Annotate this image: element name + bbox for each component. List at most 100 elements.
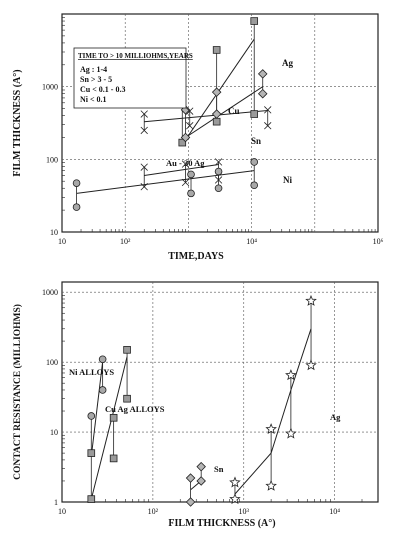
legend-box: TIME TO > 10 MILLIOHMS,YEARS Ag : 1-4 Sn… (73, 47, 193, 109)
point-ag (178, 138, 187, 147)
series-label-cu-ag-alloys-text: Cu Ag ALLOYS (105, 404, 165, 414)
point-ni (72, 179, 81, 187)
x-tick-label: 10⁴ (329, 507, 340, 516)
point-au-30-ag (214, 158, 223, 166)
point-ag (212, 117, 221, 126)
point-ni-alloys (98, 355, 107, 364)
point-ni (250, 158, 259, 166)
fit-line-cu (185, 86, 263, 138)
fit-line-ni-alloys (90, 362, 104, 457)
x-tick-label: 10² (120, 237, 131, 246)
point-ni (214, 184, 223, 193)
point-ag (229, 493, 241, 505)
point-cu-ag-alloys (87, 495, 96, 503)
y-axis-title: FILM THICKNESS (A°) (12, 69, 23, 176)
point-ag (285, 369, 297, 381)
legend-line-ag: Ag : 1-4 (80, 65, 107, 74)
point-ag (250, 110, 259, 118)
series-label-cu-ag-alloys: Cu Ag ALLOYS (105, 404, 165, 414)
point-sn (185, 497, 196, 507)
fit-line-cu-ag-alloys (90, 356, 128, 500)
x-axis-title: FILM THICKNESS (A°) (168, 518, 275, 529)
point-ag (265, 479, 277, 491)
fit-line-au-30-ag (144, 164, 219, 176)
point-ag (212, 46, 221, 54)
y-tick-label: 10 (50, 228, 58, 237)
y-tick-label: 100 (46, 155, 58, 164)
point-cu-ag-alloys (109, 454, 118, 463)
fit-lines (90, 328, 312, 500)
series-label-sn: Sn (251, 136, 261, 146)
x-axis-title: TIME,DAYS (168, 251, 224, 262)
plot-frame (61, 281, 379, 503)
point-ag (265, 423, 277, 435)
x-tick-label: 10 (58, 237, 66, 246)
y-tick-label: 10 (50, 428, 58, 437)
y-tick-label: 100 (46, 358, 58, 367)
point-sn (196, 476, 206, 486)
legend-line-sn: Sn > 3 - 5 (80, 75, 112, 84)
point-ag (285, 427, 297, 439)
point-au-30-ag (181, 178, 190, 187)
point-ni (187, 189, 195, 198)
x-tick-label: 10² (148, 507, 159, 516)
point-ni (187, 170, 195, 179)
x-tick-label: 10⁴ (246, 237, 257, 246)
point-sn (186, 107, 194, 115)
point-cu-ag-alloys (123, 394, 131, 403)
series-label-ni: Ni (283, 175, 292, 185)
point-cu (180, 132, 191, 143)
point-au-30-ag (181, 160, 190, 168)
point-sn (196, 461, 206, 472)
point-cu-ag-alloys (123, 346, 131, 354)
point-sn (186, 122, 194, 130)
point-ag (250, 17, 259, 25)
point-sn (140, 126, 148, 135)
point-sn (264, 106, 272, 114)
series-label-ag: Ag (282, 58, 293, 68)
film-thickness-vs-time-chart: 10 10² 10⁴ 10⁶ 10 100 1000 TIME TO > 10 MILLIO… (12, 13, 384, 262)
point-cu (257, 88, 268, 99)
point-ag (305, 359, 317, 371)
point-sn (140, 110, 148, 118)
point-au-30-ag (140, 183, 148, 191)
fit-line-ag (234, 328, 312, 495)
series-label-sn: Sn (214, 464, 224, 474)
point-cu-ag-alloys (109, 413, 118, 422)
fit-line-ni (76, 170, 255, 194)
y-tick-label: 1 (54, 498, 58, 507)
y-tick-label: 1000 (42, 83, 58, 92)
x-tick-label: 10 (58, 507, 66, 516)
point-ni (250, 181, 259, 190)
point-ni-alloys (98, 386, 107, 394)
point-ag (229, 476, 241, 488)
series-label-ni-alloys: Ni ALLOYS (69, 367, 114, 377)
data-markers (72, 17, 272, 211)
point-ag (305, 294, 317, 306)
plot-frame (61, 13, 379, 233)
legend-line-ni: Ni < 0.1 (80, 95, 107, 104)
point-ni (214, 167, 223, 176)
series-label-ag: Ag (330, 412, 341, 422)
legend-title: TIME TO > 10 MILLIOHMS,YEARS (78, 52, 193, 60)
x-tick-label: 10⁶ (373, 237, 384, 246)
x-tick-label: 10³ (239, 507, 250, 516)
point-ni (72, 203, 81, 211)
fit-lines (76, 38, 268, 194)
legend-line-cu: Cu < 0.1 - 0.3 (80, 85, 125, 94)
point-sn (185, 473, 196, 483)
y-axis-title: CONTACT RESISTANCE (MILLIOHMS) (12, 304, 23, 480)
point-cu (257, 69, 268, 79)
point-cu (211, 109, 222, 119)
tick-labels: 10 10² 10⁴ 10⁶ 10 100 1000 (42, 83, 384, 246)
point-au-30-ag (140, 163, 148, 171)
point-sn (264, 122, 272, 130)
point-ni-alloys (87, 412, 96, 420)
y-tick-label: 1000 (42, 288, 58, 297)
series-label-au-ag: Au - 30 Ag (166, 158, 205, 168)
fit-line-sn (144, 110, 268, 123)
series-label-cu: Cu (228, 106, 240, 116)
